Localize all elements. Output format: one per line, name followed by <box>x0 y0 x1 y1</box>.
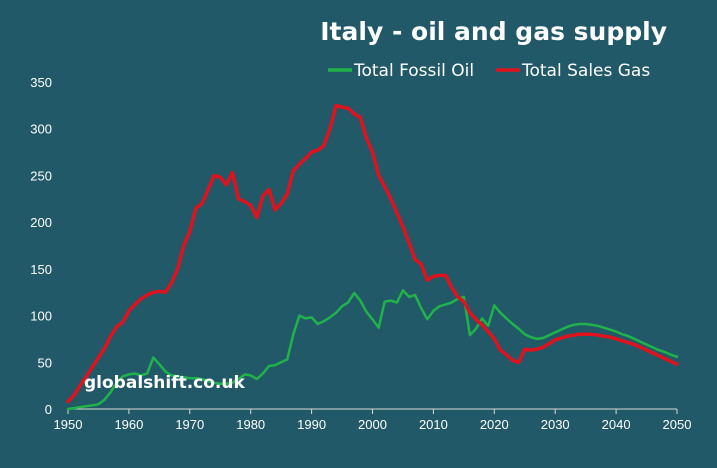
axes: 1950 1960 1970 1980 1990 2000 2010 2020 2030 2040… <box>30 75 691 432</box>
y-tick-label: 200 <box>30 215 52 230</box>
series-layer <box>66 103 679 411</box>
legend-label-oil: Total Fossil Oil <box>353 61 474 81</box>
x-tick-label: 1970 <box>175 417 204 432</box>
legend: Total Fossil Oil Total Sales Gas <box>328 61 650 81</box>
series-line-total-fossil-oil <box>66 289 679 411</box>
y-tick-label: 300 <box>30 122 52 137</box>
watermark: globalshift.co.uk <box>84 373 245 393</box>
y-tick-label: 100 <box>30 309 52 324</box>
series-line-total-sales-gas <box>66 103 679 404</box>
y-tick-label: 250 <box>30 168 52 183</box>
x-tick-label: 2010 <box>419 417 448 432</box>
chart-title: Italy - oil and gas supply <box>320 17 667 46</box>
y-tick-label: 0 <box>45 402 52 417</box>
y-tick-label: 150 <box>30 262 52 277</box>
x-tick-label: 1950 <box>54 417 83 432</box>
x-tick-label: 1960 <box>114 417 143 432</box>
y-tick-label: 50 <box>38 355 52 370</box>
x-tick-label: 1980 <box>236 417 265 432</box>
x-tick-label: 2030 <box>541 417 570 432</box>
x-tick-label: 2000 <box>358 417 387 432</box>
y-tick-label: 350 <box>30 75 52 90</box>
x-tick-label: 1990 <box>297 417 326 432</box>
x-tick-label: 2040 <box>602 417 631 432</box>
legend-label-gas: Total Sales Gas <box>521 61 650 81</box>
x-tick-label: 2050 <box>663 417 692 432</box>
x-tick-label: 2020 <box>480 417 509 432</box>
